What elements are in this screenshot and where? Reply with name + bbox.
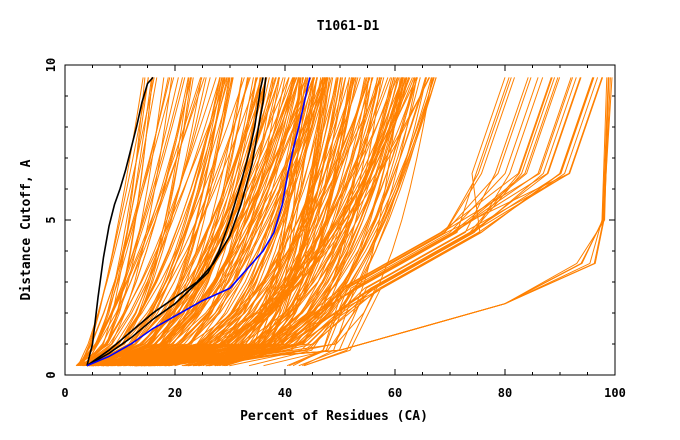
model-curve xyxy=(97,77,300,367)
model-curve xyxy=(125,77,352,367)
model-curve xyxy=(134,77,395,367)
model-curve xyxy=(200,77,337,367)
model-curve xyxy=(83,77,217,367)
model-curve xyxy=(214,77,427,367)
model-curves xyxy=(75,77,613,367)
x-axis-label: Percent of Residues (CA) xyxy=(240,409,428,424)
model-curve xyxy=(135,77,435,367)
model-curve xyxy=(78,77,171,366)
y-tick-label: 10 xyxy=(44,58,58,72)
model-curve xyxy=(78,77,179,367)
model-curve xyxy=(132,77,328,367)
model-curve xyxy=(100,77,234,367)
model-curve xyxy=(106,77,243,367)
model-curve xyxy=(80,77,144,366)
model-curve xyxy=(81,77,153,367)
x-tick-label: 80 xyxy=(498,386,512,400)
model-curve xyxy=(103,77,404,367)
y-axis-label: Distance Cutoff, A xyxy=(19,159,34,300)
model-curve xyxy=(106,77,353,367)
model-curve xyxy=(107,77,431,367)
model-curve xyxy=(76,77,189,367)
model-curve xyxy=(111,77,276,367)
model-curve xyxy=(188,77,433,367)
model-curve xyxy=(147,77,391,367)
model-curve xyxy=(106,77,561,367)
x-tick-label: 60 xyxy=(388,386,402,400)
model-curve xyxy=(128,77,389,367)
model-curve xyxy=(103,77,327,367)
model-curve xyxy=(86,77,230,367)
model-curve xyxy=(202,77,300,367)
model-curve xyxy=(208,77,603,367)
x-tick-label: 0 xyxy=(61,386,68,400)
y-tick-label: 0 xyxy=(44,371,58,378)
model-curve xyxy=(85,77,300,367)
model-curve xyxy=(152,77,610,367)
highlight-curves xyxy=(86,76,311,367)
model-curve xyxy=(85,77,221,367)
model-curve xyxy=(225,77,426,367)
model-curve xyxy=(79,77,207,367)
axes: 0 20 40 60 80 100 0 5 10 xyxy=(44,58,626,400)
model-curve xyxy=(94,77,351,367)
model-curve xyxy=(303,77,506,367)
model-curve xyxy=(145,77,374,367)
model-curve xyxy=(114,77,356,367)
model-curve xyxy=(114,77,280,367)
x-tick-label: 100 xyxy=(604,386,626,400)
model-curve xyxy=(124,77,299,367)
chart-title: T1061-D1 xyxy=(317,19,380,34)
model-curve xyxy=(92,77,510,367)
model-curve xyxy=(208,77,329,367)
highlight-series-4 xyxy=(86,77,311,367)
model-curve xyxy=(86,77,226,367)
model-curve xyxy=(77,77,183,367)
model-curve xyxy=(205,77,604,367)
model-curve xyxy=(139,77,315,367)
model-curve xyxy=(83,77,245,367)
model-curve xyxy=(181,77,354,367)
model-curve xyxy=(194,77,328,367)
model-curve xyxy=(84,77,149,366)
model-curve xyxy=(82,77,192,367)
model-curve xyxy=(89,77,286,367)
model-curve xyxy=(89,77,221,367)
model-curve xyxy=(220,77,303,367)
x-tick-label: 20 xyxy=(168,386,182,400)
model-curve xyxy=(81,77,173,367)
model-curve xyxy=(165,77,370,367)
x-tick-label: 40 xyxy=(278,386,292,400)
model-curve xyxy=(210,77,403,367)
model-curve xyxy=(90,77,594,367)
model-curve xyxy=(119,77,243,367)
model-curve xyxy=(75,77,211,367)
model-curve xyxy=(119,77,307,367)
model-curve xyxy=(263,77,553,367)
y-tick-label: 5 xyxy=(44,216,58,223)
model-curve xyxy=(140,77,300,367)
highlight-series-1 xyxy=(86,76,154,366)
model-curve xyxy=(292,77,574,367)
model-curve xyxy=(154,77,512,367)
model-curve xyxy=(84,77,316,367)
model-curve xyxy=(165,77,577,367)
model-curve xyxy=(107,77,327,367)
highlight-series-3 xyxy=(86,77,264,367)
model-curve xyxy=(104,77,231,367)
model-curve xyxy=(130,77,314,367)
model-curve xyxy=(78,77,175,366)
model-curve xyxy=(81,77,165,367)
model-curve xyxy=(107,77,258,367)
model-curve xyxy=(98,77,371,367)
